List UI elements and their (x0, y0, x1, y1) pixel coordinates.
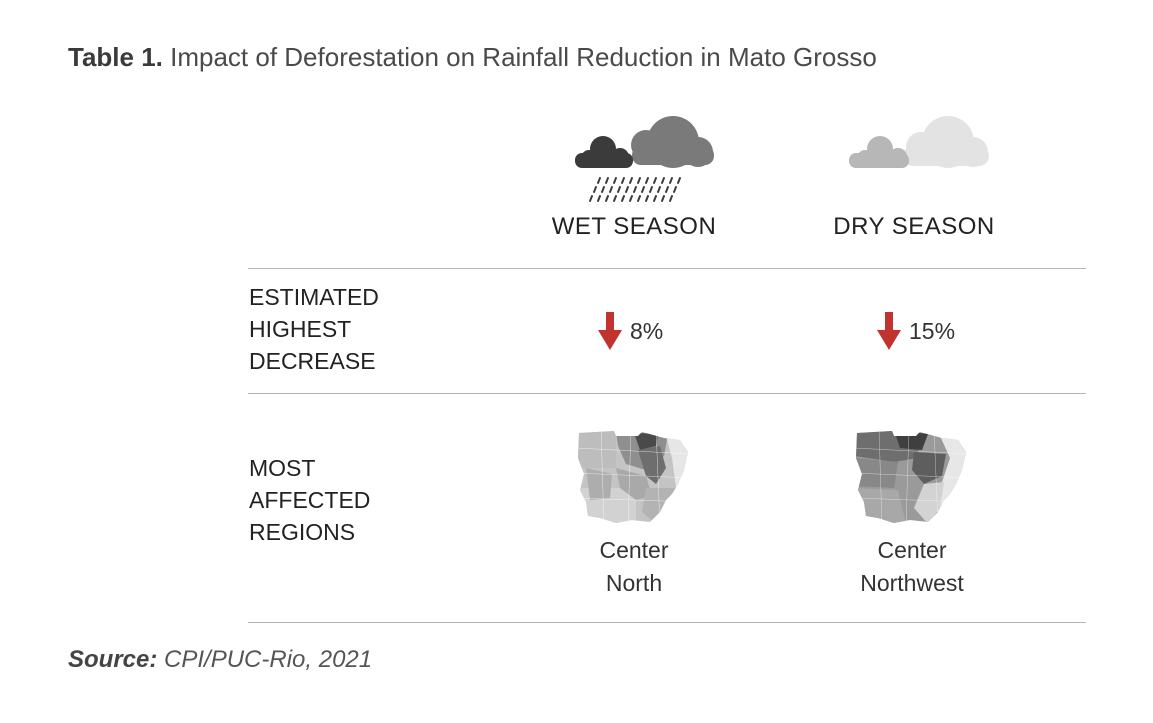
row-label-line: REGIONS (249, 519, 356, 545)
dry-decrease-percent: 15% (909, 317, 956, 344)
region-name-line: Center (877, 537, 947, 563)
wet-decrease-percent: 8% (630, 317, 664, 344)
source-lead: Source: (68, 646, 158, 673)
table-title-lead: Table 1. (68, 42, 163, 72)
row-label-line: HIGHEST (249, 316, 352, 342)
row-label-line: DECREASE (249, 348, 376, 374)
table-title: Table 1. Impact of Deforestation on Rain… (68, 42, 877, 73)
divider-middle (248, 393, 1086, 394)
mato-grosso-map-icon (856, 431, 966, 523)
column-header-dry-season: DRY SEASON (833, 213, 995, 240)
region-name-line: Center (599, 537, 669, 563)
source-text: CPI/PUC-Rio, 2021 (164, 646, 373, 673)
down-arrow-icon (877, 312, 901, 350)
divider-bottom (248, 622, 1086, 623)
table-title-text: Impact of Deforestation on Rainfall Redu… (170, 42, 877, 72)
dry-affected-region: Center Northwest (802, 534, 1022, 600)
column-header-wet-season: WET SEASON (551, 213, 717, 240)
source-note: Source: CPI/PUC-Rio, 2021 (68, 646, 372, 674)
wet-decrease-value: 8% (598, 312, 663, 350)
wet-affected-region: Center North (524, 534, 744, 600)
region-name-line: Northwest (860, 570, 964, 596)
row-label-line: ESTIMATED (249, 284, 379, 310)
cloud-icon (849, 116, 989, 168)
row-label-regions: MOST AFFECTED REGIONS (249, 452, 370, 548)
row-label-line: AFFECTED (249, 487, 371, 513)
divider-top (248, 268, 1086, 269)
region-name-line: North (605, 570, 663, 596)
row-label-line: MOST (249, 455, 316, 481)
rain-cloud-icon (575, 116, 714, 202)
mato-grosso-map-icon (578, 431, 688, 523)
dry-decrease-value: 15% (877, 312, 955, 350)
down-arrow-icon (598, 312, 622, 350)
row-label-decrease: ESTIMATED HIGHEST DECREASE (249, 281, 379, 377)
